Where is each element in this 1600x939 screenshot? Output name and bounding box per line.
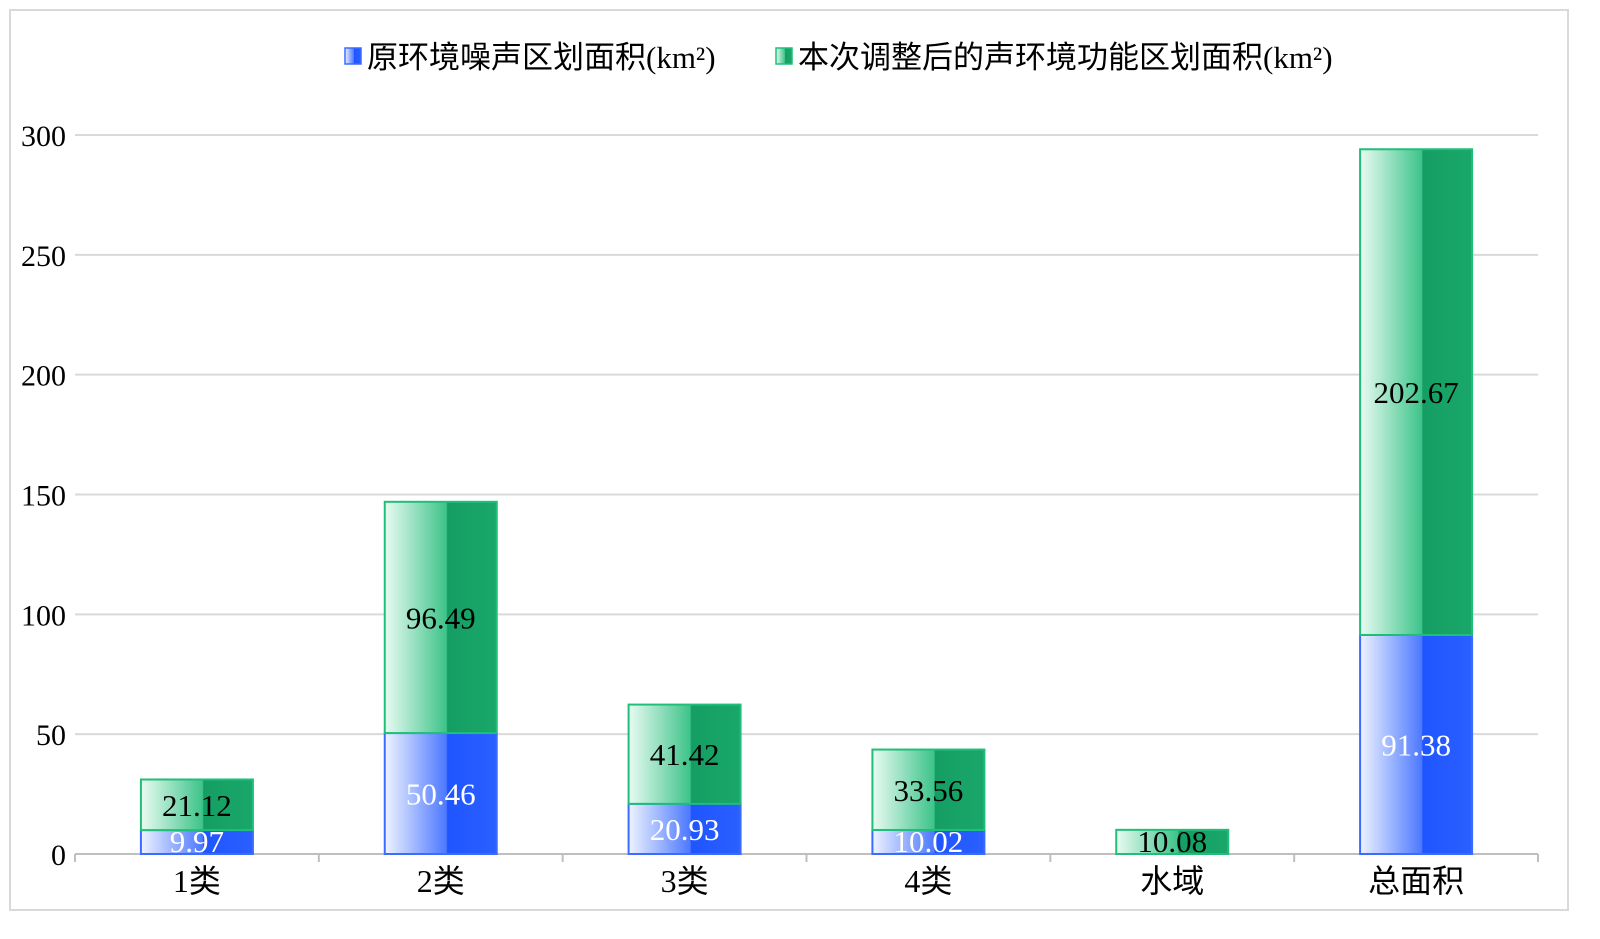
chart-frame [9,9,1569,911]
data-label-adjusted-2类: 96.49 [406,600,476,635]
x-tick-label-2类: 2类 [417,863,465,899]
data-label-adjusted-4类: 33.56 [894,773,964,808]
legend-swatch-original [344,47,362,65]
bar-original-3类 [627,802,742,855]
x-tick-label-1类: 1类 [173,863,221,899]
bar-original-总面积 [1359,633,1474,856]
y-tick-label-50: 50 [36,719,66,752]
x-tick-label-4类: 4类 [904,863,952,899]
bar-original-2类 [383,732,498,856]
legend-label-original: 原环境噪声区划面积(km²) [367,40,716,75]
bar-adjusted-3类 [627,703,742,805]
data-label-adjusted-水域: 10.08 [1137,824,1207,859]
data-label-adjusted-1类: 21.12 [162,788,232,823]
data-label-adjusted-总面积: 202.67 [1373,375,1458,410]
x-tick-label-总面积: 总面积 [1368,863,1464,899]
bars [139,148,1474,856]
y-tick-label-0: 0 [51,839,66,872]
legend: 原环境噪声区划面积(km²) 本次调整后的声环境功能区划面积(km²) [344,40,1333,75]
gridlines [75,134,1538,736]
bar-adjusted-水域 [1115,828,1230,856]
bar-adjusted-2类 [383,500,498,735]
x-tick-label-3类: 3类 [661,863,709,899]
axes: 0 50 100 150 200 250 300 1类 2类 3类 4类 水域 总面积 [21,120,1539,899]
legend-label-adjusted: 本次调整后的声环境功能区划面积(km²) [798,40,1333,75]
y-tick-label-300: 300 [21,120,66,153]
bar-adjusted-1类 [139,778,254,832]
data-label-original-总面积: 91.38 [1381,727,1451,762]
legend-swatch-adjusted [775,47,793,65]
bar-adjusted-4类 [871,748,986,831]
y-tick-label-150: 150 [21,480,66,513]
data-label-adjusted-3类: 41.42 [650,737,720,772]
data-label-original-1类: 9.97 [170,824,224,859]
data-label-original-4类: 10.02 [894,824,964,859]
x-tick-label-水域: 水域 [1140,863,1204,899]
data-label-original-2类: 50.46 [406,777,476,812]
bar-original-4类 [871,828,986,856]
y-tick-label-200: 200 [21,360,66,393]
y-tick-label-250: 250 [21,240,66,273]
bar-adjusted-总面积 [1359,148,1474,636]
y-tick-label-100: 100 [21,599,66,632]
data-label-original-3类: 20.93 [650,812,720,847]
